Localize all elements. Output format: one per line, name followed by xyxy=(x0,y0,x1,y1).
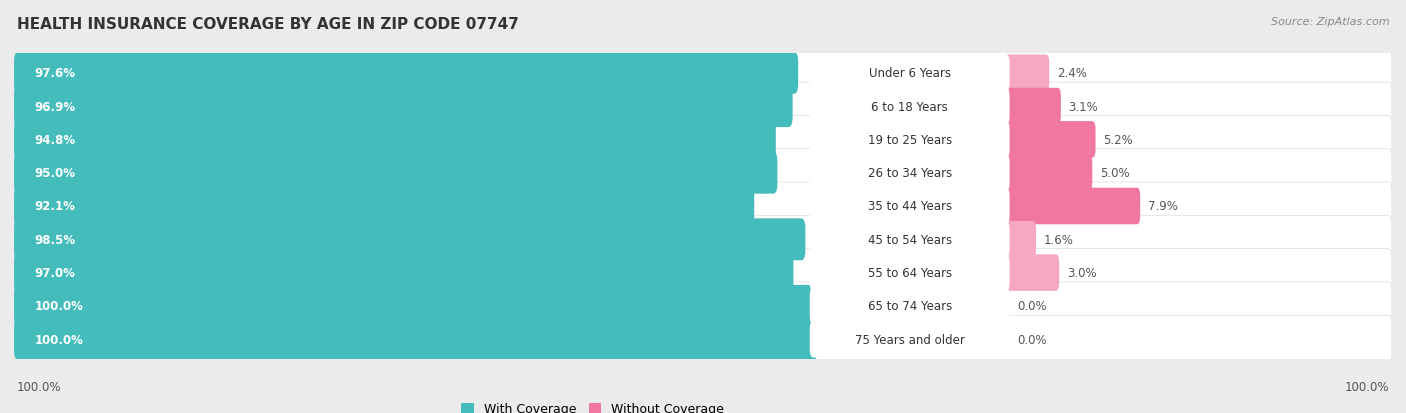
FancyBboxPatch shape xyxy=(810,288,1010,325)
FancyBboxPatch shape xyxy=(14,249,1392,297)
Text: 100.0%: 100.0% xyxy=(1344,380,1389,393)
Text: 3.1%: 3.1% xyxy=(1069,100,1098,113)
FancyBboxPatch shape xyxy=(14,53,799,95)
FancyBboxPatch shape xyxy=(14,152,778,194)
Text: 3.0%: 3.0% xyxy=(1067,266,1097,280)
FancyBboxPatch shape xyxy=(1002,155,1092,192)
Text: 35 to 44 Years: 35 to 44 Years xyxy=(868,200,952,213)
FancyBboxPatch shape xyxy=(810,255,1010,291)
Text: 75 Years and older: 75 Years and older xyxy=(855,333,965,346)
FancyBboxPatch shape xyxy=(1002,122,1095,158)
FancyBboxPatch shape xyxy=(1002,88,1062,125)
FancyBboxPatch shape xyxy=(14,282,1392,330)
Text: 5.2%: 5.2% xyxy=(1104,133,1133,147)
Text: Under 6 Years: Under 6 Years xyxy=(869,67,950,80)
Text: 0.0%: 0.0% xyxy=(1017,333,1047,346)
Text: 97.6%: 97.6% xyxy=(35,67,76,80)
Text: 98.5%: 98.5% xyxy=(35,233,76,246)
FancyBboxPatch shape xyxy=(14,50,1392,97)
Text: 97.0%: 97.0% xyxy=(35,266,76,280)
Text: 26 to 34 Years: 26 to 34 Years xyxy=(868,167,952,180)
FancyBboxPatch shape xyxy=(14,185,754,228)
FancyBboxPatch shape xyxy=(14,150,1392,197)
Text: 5.0%: 5.0% xyxy=(1099,167,1129,180)
FancyBboxPatch shape xyxy=(810,321,1010,358)
Text: 1.6%: 1.6% xyxy=(1043,233,1074,246)
FancyBboxPatch shape xyxy=(14,183,1392,230)
FancyBboxPatch shape xyxy=(14,119,776,161)
FancyBboxPatch shape xyxy=(14,216,1392,263)
FancyBboxPatch shape xyxy=(14,318,817,360)
Text: 55 to 64 Years: 55 to 64 Years xyxy=(868,266,952,280)
FancyBboxPatch shape xyxy=(14,83,1392,131)
Text: 92.1%: 92.1% xyxy=(35,200,76,213)
Text: 100.0%: 100.0% xyxy=(35,333,83,346)
Text: 7.9%: 7.9% xyxy=(1147,200,1178,213)
FancyBboxPatch shape xyxy=(1002,55,1049,92)
FancyBboxPatch shape xyxy=(1002,221,1036,258)
FancyBboxPatch shape xyxy=(810,221,1010,258)
Text: 94.8%: 94.8% xyxy=(35,133,76,147)
FancyBboxPatch shape xyxy=(810,188,1010,225)
Text: 6 to 18 Years: 6 to 18 Years xyxy=(872,100,948,113)
Text: 0.0%: 0.0% xyxy=(1017,300,1047,313)
Text: 45 to 54 Years: 45 to 54 Years xyxy=(868,233,952,246)
FancyBboxPatch shape xyxy=(14,316,1392,363)
FancyBboxPatch shape xyxy=(810,155,1010,192)
Text: Source: ZipAtlas.com: Source: ZipAtlas.com xyxy=(1271,17,1389,26)
Text: 19 to 25 Years: 19 to 25 Years xyxy=(868,133,952,147)
Legend: With Coverage, Without Coverage: With Coverage, Without Coverage xyxy=(457,397,730,413)
FancyBboxPatch shape xyxy=(14,285,817,327)
FancyBboxPatch shape xyxy=(14,219,806,261)
FancyBboxPatch shape xyxy=(1002,188,1140,225)
FancyBboxPatch shape xyxy=(1002,255,1059,291)
FancyBboxPatch shape xyxy=(14,116,1392,164)
FancyBboxPatch shape xyxy=(14,86,793,128)
FancyBboxPatch shape xyxy=(810,122,1010,158)
FancyBboxPatch shape xyxy=(810,88,1010,125)
FancyBboxPatch shape xyxy=(810,55,1010,92)
Text: 100.0%: 100.0% xyxy=(35,300,83,313)
Text: 96.9%: 96.9% xyxy=(35,100,76,113)
Text: 95.0%: 95.0% xyxy=(35,167,76,180)
Text: 2.4%: 2.4% xyxy=(1057,67,1087,80)
Text: 100.0%: 100.0% xyxy=(17,380,62,393)
Text: HEALTH INSURANCE COVERAGE BY AGE IN ZIP CODE 07747: HEALTH INSURANCE COVERAGE BY AGE IN ZIP … xyxy=(17,17,519,31)
Text: 65 to 74 Years: 65 to 74 Years xyxy=(868,300,952,313)
FancyBboxPatch shape xyxy=(14,252,793,294)
